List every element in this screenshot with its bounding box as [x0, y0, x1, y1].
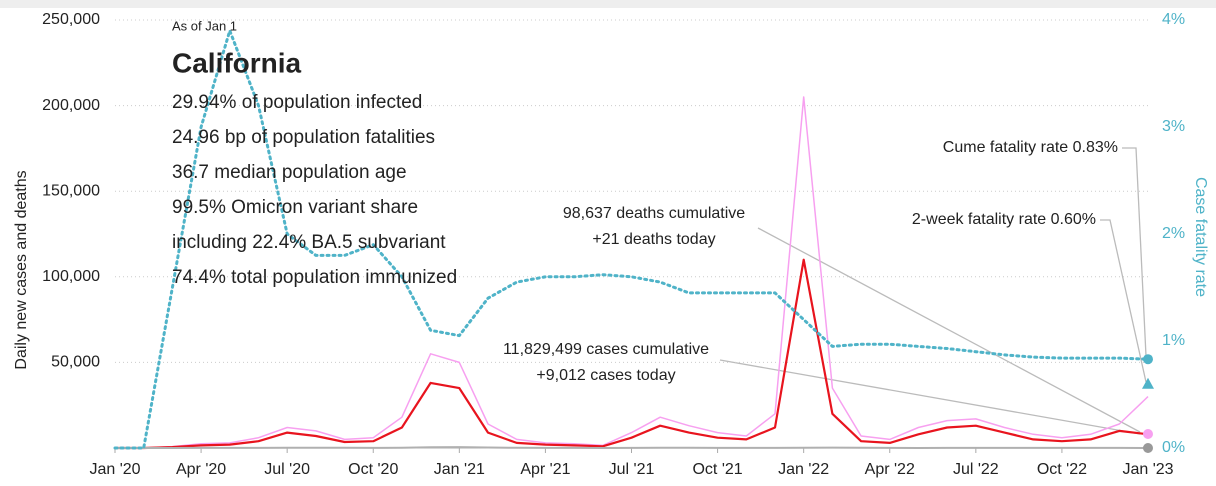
leader-line — [1100, 219, 1147, 383]
annotation: 98,637 deaths cumulative — [563, 205, 745, 222]
info-line: 74.4% total population immunized — [172, 267, 457, 288]
deaths-end-marker — [1143, 443, 1153, 453]
y-tick-label: 100,000 — [42, 268, 100, 285]
two-week-rate-marker — [1142, 377, 1154, 389]
x-tick-label: Jan '23 — [1122, 461, 1173, 478]
y2-tick-label: 0% — [1162, 439, 1185, 456]
x-tick-label: Oct '20 — [348, 461, 398, 478]
series-line — [113, 29, 1150, 450]
leaders — [719, 147, 1147, 435]
x-tick-label: Jan '20 — [89, 461, 140, 478]
y2-axis-label: Case fatality rate — [1192, 177, 1209, 297]
x-tick-label: Jan '21 — [434, 461, 485, 478]
annotation: +21 deaths today — [592, 231, 715, 248]
x-tick-label: Apr '21 — [520, 461, 570, 478]
x-tick-label: Apr '20 — [176, 461, 226, 478]
y-tick-label: 200,000 — [42, 97, 100, 114]
x-tick-label: Jan '22 — [778, 461, 829, 478]
annotation: Cume fatality rate 0.83% — [943, 139, 1118, 156]
as-of: As of Jan 1 — [172, 18, 237, 33]
y-axis-label: Daily new cases and deaths — [13, 170, 30, 369]
leader-line — [719, 359, 1141, 435]
info-line: 36.7 median population age — [172, 162, 407, 183]
series-line — [115, 258, 1149, 450]
top-band — [0, 0, 1216, 8]
y2-tick-label: 2% — [1162, 225, 1185, 242]
series-line — [115, 96, 1149, 449]
y-tick-label: 150,000 — [42, 182, 100, 199]
annotation: +9,012 cases today — [536, 367, 675, 384]
series-line — [115, 446, 1149, 449]
y2-tick-label: 3% — [1162, 118, 1185, 135]
x-tick-label: Apr '22 — [865, 461, 915, 478]
info-line: 24.96 bp of population fatalities — [172, 127, 435, 148]
leader-line — [1122, 147, 1147, 357]
cume-rate-marker — [1143, 354, 1153, 365]
info-line: including 22.4% BA.5 subvariant — [172, 232, 446, 253]
cases-end-marker — [1143, 429, 1153, 439]
x-tick-label: Oct '21 — [692, 461, 742, 478]
x-tick-label: Jul '21 — [609, 461, 655, 478]
annotation: 2-week fatality rate 0.60% — [912, 211, 1096, 228]
x-tick-label: Jul '22 — [953, 461, 999, 478]
info-line: 29.94% of population infected — [172, 92, 422, 113]
leader-line — [757, 227, 1141, 433]
annotation: 11,829,499 cases cumulative — [503, 341, 709, 358]
y2-tick-label: 4% — [1162, 11, 1185, 28]
x-tick-label: Oct '22 — [1037, 461, 1087, 478]
y2-tick-label: 1% — [1162, 332, 1185, 349]
info-line: 99.5% Omicron variant share — [172, 197, 418, 218]
x-tick-label: Jul '20 — [264, 461, 310, 478]
y-tick-label: 250,000 — [42, 11, 100, 28]
y-tick-label: 50,000 — [51, 354, 100, 371]
region-title: California — [172, 47, 302, 78]
